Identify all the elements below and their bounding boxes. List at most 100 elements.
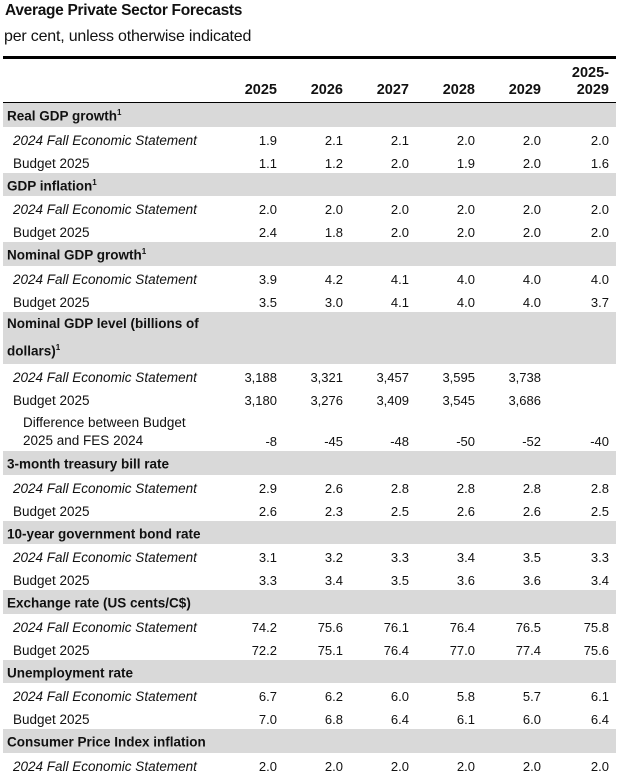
value-cell: 2.0 xyxy=(258,202,277,217)
value-cell: -45 xyxy=(324,434,343,449)
value-cell: 2.8 xyxy=(590,480,609,496)
table-row: 2024 Fall Economic Statement 1.9 2.1 2.1 2.0… xyxy=(3,127,616,150)
table-row: Difference between Budget 2025 and FES 2… xyxy=(3,410,616,451)
value-cell: 6.4 xyxy=(390,712,409,727)
value-cell: 6.0 xyxy=(390,689,409,704)
footnote-marker: 1 xyxy=(55,342,61,352)
table-row: Budget 2025 2.6 2.3 2.5 2.6 2.6 2.5 xyxy=(3,498,616,521)
table-row: 2024 Fall Economic Statement 74.2 75.6 76.1… xyxy=(3,614,616,637)
value-cell: 3.1 xyxy=(258,550,277,565)
column-header: 2029 xyxy=(508,82,541,98)
value-cell: 2.0 xyxy=(590,132,609,148)
section-title: Real GDP growth xyxy=(7,108,118,124)
section-title: Exchange rate (US cents/C$) xyxy=(7,595,191,611)
row-label: 2024 Fall Economic Statement xyxy=(13,480,197,496)
value-cell: 3.4 xyxy=(324,573,343,588)
value-cell: 1.9 xyxy=(258,132,277,148)
value-cell: 3,276 xyxy=(310,393,343,408)
value-cell: 3,595 xyxy=(442,370,475,385)
value-cell: 3.3 xyxy=(590,550,609,565)
value-cell: 2.0 xyxy=(324,758,343,774)
value-cell: 2.0 xyxy=(390,202,409,217)
value-cell: 1.9 xyxy=(456,155,475,171)
value-cell: 2.6 xyxy=(522,503,541,519)
value-cell: 3,321 xyxy=(310,370,343,385)
value-cell: 1.6 xyxy=(590,155,609,171)
value-cell: 3.5 xyxy=(522,550,541,565)
value-cell: 3,545 xyxy=(442,393,475,408)
value-cell: 2.8 xyxy=(456,480,475,496)
column-header: 2025- 2029 xyxy=(571,65,609,98)
value-cell: 2.1 xyxy=(390,132,409,148)
value-cell: 5.8 xyxy=(456,689,475,704)
value-cell: 75.6 xyxy=(583,642,609,658)
value-cell: 6.1 xyxy=(590,689,609,704)
value-cell: 3.4 xyxy=(590,573,609,588)
value-cell xyxy=(548,364,616,387)
table-row: Budget 2025 7.0 6.8 6.4 6.1 6.0 6.4 xyxy=(3,706,616,729)
value-cell: 3.5 xyxy=(258,294,277,310)
value-cell: 2.0 xyxy=(522,155,541,171)
section-title-cell: Nominal GDP level (billions of dollars)1 xyxy=(3,311,616,364)
value-cell: 74.2 xyxy=(251,619,277,635)
section-title-cell: 3-month treasury bill rate xyxy=(3,451,616,475)
value-cell: 3.4 xyxy=(456,550,475,565)
value-cell: 1.2 xyxy=(324,155,343,171)
section-title-cell: GDP inflation1 xyxy=(3,172,616,196)
header-label-cell xyxy=(3,58,218,103)
row-label: Budget 2025 xyxy=(13,225,90,240)
section-title: Unemployment rate xyxy=(7,665,134,680)
section-title-cell: Consumer Price Index inflation xyxy=(3,729,616,753)
table-row: 2024 Fall Economic Statement 2.9 2.6 2.8 2.8… xyxy=(3,475,616,498)
section-title: Consumer Price Index inflation xyxy=(7,734,206,750)
value-cell: 5.7 xyxy=(522,689,541,704)
table-row: 2024 Fall Economic Statement 2.0 2.0 2.0 2.0… xyxy=(3,753,616,776)
value-cell: 77.4 xyxy=(515,642,541,658)
value-cell: 2.4 xyxy=(258,225,277,240)
row-label: 2024 Fall Economic Statement xyxy=(13,271,197,287)
value-cell: 2.0 xyxy=(590,202,609,217)
value-cell: 1.8 xyxy=(324,225,343,240)
table-row: 2024 Fall Economic Statement 3.1 3.2 3.3 3.4… xyxy=(3,544,616,567)
value-cell: 2.5 xyxy=(590,503,609,519)
section-row: Nominal GDP growth1 xyxy=(3,242,616,266)
value-cell: 2.0 xyxy=(390,155,409,171)
row-label: Budget 2025 xyxy=(13,393,90,408)
table-subtitle: per cent, unless otherwise indicated xyxy=(4,28,252,45)
value-cell: 2.0 xyxy=(456,132,475,148)
row-label: Budget 2025 xyxy=(13,573,90,588)
value-cell: 76.5 xyxy=(515,619,541,635)
value-cell: 72.2 xyxy=(251,642,277,658)
section-row: Unemployment rate xyxy=(3,659,616,683)
value-cell: 3.6 xyxy=(522,573,541,588)
table-row: Budget 2025 3.5 3.0 4.1 4.0 4.0 3.7 xyxy=(3,289,616,312)
value-cell: 2.0 xyxy=(390,225,409,240)
value-cell: 4.1 xyxy=(390,271,409,287)
section-row: Real GDP growth1 xyxy=(3,102,616,127)
value-cell: 3,686 xyxy=(508,393,541,408)
value-cell: 2.3 xyxy=(324,503,343,519)
table-row: Budget 2025 3.3 3.4 3.5 3.6 3.6 3.4 xyxy=(3,567,616,590)
value-cell: 3.6 xyxy=(456,573,475,588)
section-title-cell: Nominal GDP growth1 xyxy=(3,242,616,266)
table-row: Budget 2025 3,180 3,276 3,409 3,545 3,686 xyxy=(3,387,616,410)
value-cell: 3,738 xyxy=(508,370,541,385)
value-cell: 3.0 xyxy=(324,294,343,310)
section-title-cell: 10-year government bond rate xyxy=(3,520,616,544)
value-cell: 3.5 xyxy=(390,573,409,588)
value-cell: 3,180 xyxy=(244,393,277,408)
value-cell: 4.0 xyxy=(456,294,475,310)
row-label: Difference between Budget 2025 and FES 2… xyxy=(23,415,186,448)
value-cell: -52 xyxy=(522,434,541,449)
row-label: Budget 2025 xyxy=(13,642,90,658)
section-title: Nominal GDP level (billions of dollars) xyxy=(7,315,199,359)
value-cell: 4.0 xyxy=(456,271,475,287)
row-label: 2024 Fall Economic Statement xyxy=(13,202,197,217)
section-row: 10-year government bond rate xyxy=(3,520,616,544)
value-cell: 4.2 xyxy=(324,271,343,287)
value-cell: 6.0 xyxy=(522,712,541,727)
section-row: GDP inflation1 xyxy=(3,172,616,196)
row-label: 2024 Fall Economic Statement xyxy=(13,132,197,148)
row-label: Budget 2025 xyxy=(13,503,90,519)
value-cell: 2.0 xyxy=(324,202,343,217)
